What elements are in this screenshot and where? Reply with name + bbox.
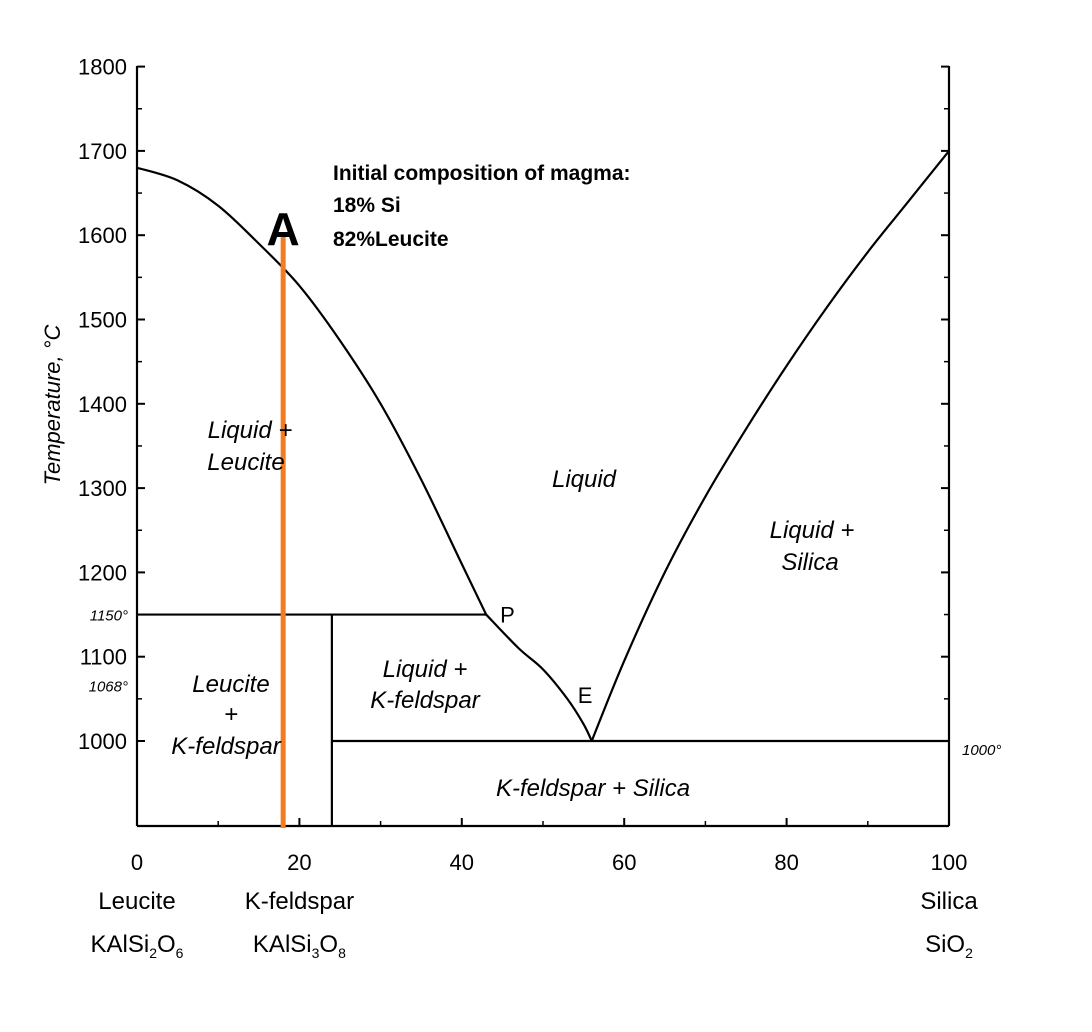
label-1068: 1068° (89, 679, 128, 696)
y-tick-labels: 1000 1100 1200 1300 1400 1500 1600 1700 1800 (78, 55, 127, 754)
label-1000-right: 1000° (962, 742, 1001, 759)
x-tick-label: 60 (612, 850, 636, 875)
y-tick-label: 1400 (78, 392, 127, 417)
x-tick-label: 80 (774, 850, 798, 875)
x-tick-label: 0 (131, 850, 143, 875)
liquidus-leucite (136, 166, 488, 616)
region-liquid-leucite-line2: Leucite (207, 449, 284, 476)
y-tick-label: 1300 (78, 476, 127, 501)
axes (135, 65, 951, 828)
liquidus-silica (590, 150, 950, 742)
marker-label-a: A (267, 203, 300, 255)
region-liquid-silica-line2: Silica (781, 549, 838, 576)
x-tick-label: 40 (450, 850, 474, 875)
region-liquid-silica-line1: Liquid + (770, 517, 855, 544)
liquidus-kfeldspar (485, 613, 593, 742)
component-formula: KAlSi2O6 (91, 931, 184, 961)
point-e-label: E (578, 683, 593, 708)
region-leucite-kfeldspar-line3: K-feldspar (171, 733, 281, 760)
y-tick-label: 1100 (80, 645, 127, 670)
x-tick-label: 20 (287, 850, 311, 875)
component-name: Leucite (98, 888, 175, 915)
y-axis-title: Temperature, °C (40, 324, 65, 485)
note-line-2: 18% Si (333, 194, 401, 217)
region-leucite-kfeldspar-line2: + (224, 701, 238, 728)
y-tick-label: 1200 (78, 560, 127, 585)
component-formula: KAlSi3O8 (253, 931, 346, 961)
region-liquid: Liquid (552, 466, 617, 493)
region-liquid-leucite-line1: Liquid + (208, 417, 293, 444)
y-tick-label: 1700 (78, 139, 127, 164)
region-leucite-kfeldspar-line1: Leucite (192, 671, 269, 698)
x-tick-labels: 0 20 40 60 80 100 (131, 850, 967, 875)
component-name: Silica (920, 888, 978, 915)
y-tick-label: 1000 (78, 729, 127, 754)
region-kfeldspar-silica: K-feldspar + Silica (496, 775, 690, 802)
component-labels: Leucite KAlSi2O6 K-feldspar KAlSi3O8 Silica S… (91, 888, 979, 961)
note-line-1: Initial composition of magma: (333, 162, 631, 185)
y-tick-label: 1600 (78, 223, 127, 248)
component-name: K-feldspar (245, 888, 354, 915)
component-formula: SiO2 (925, 931, 973, 961)
label-1150: 1150° (90, 608, 128, 625)
point-p-label: P (500, 603, 515, 628)
x-tick-label: 100 (931, 850, 968, 875)
y-tick-label: 1500 (78, 308, 127, 333)
region-liquid-kfeldspar-line1: Liquid + (383, 656, 468, 683)
y-tick-label: 1800 (78, 55, 127, 80)
phase-boundaries (136, 150, 950, 826)
note-line-3: 82%Leucite (333, 228, 449, 251)
region-liquid-kfeldspar-line2: K-feldspar (370, 687, 480, 714)
